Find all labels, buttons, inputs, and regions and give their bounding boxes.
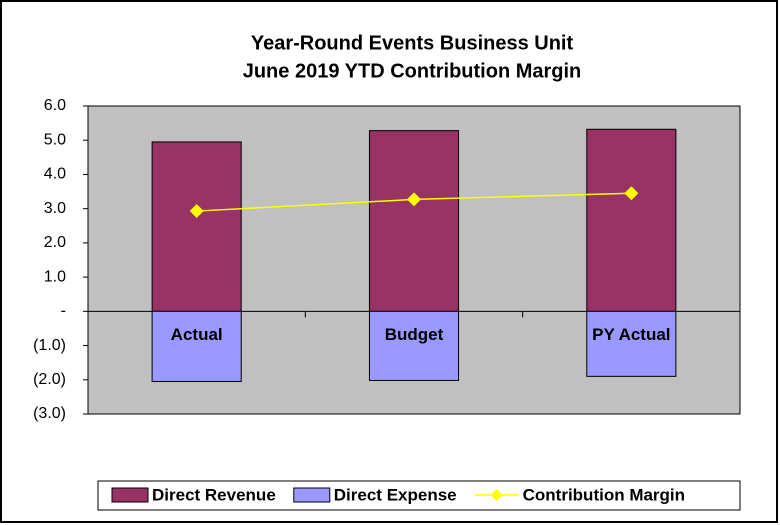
marker [189, 204, 204, 219]
legend-swatch [293, 487, 331, 503]
chart-title: Year-Round Events Business Unit [251, 32, 574, 54]
legend-label: Direct Expense [334, 485, 457, 504]
bar [586, 128, 677, 312]
bar [368, 130, 460, 312]
marker [624, 186, 639, 201]
bar [368, 310, 460, 381]
bar [151, 141, 242, 312]
legend-label: Contribution Margin [523, 485, 685, 504]
chart-subtitle: June 2019 YTD Contribution Margin [243, 60, 582, 82]
y-tick-label: 2.0 [44, 234, 66, 251]
x-tick-label: PY Actual [592, 325, 670, 344]
y-tick-label: 1.0 [44, 268, 66, 285]
legend-box [97, 480, 741, 511]
y-tick-label: (1.0) [33, 337, 66, 354]
y-tick-label: 4.0 [44, 166, 66, 183]
y-tick-label: 6.0 [44, 97, 66, 114]
y-tick-label: (3.0) [33, 405, 66, 422]
bar [151, 310, 242, 382]
legend-label: Direct Revenue [152, 485, 276, 504]
y-tick-label: 3.0 [44, 200, 66, 217]
x-tick-label: Actual [171, 325, 223, 344]
marker [407, 192, 421, 207]
y-tick-label: 5.0 [44, 131, 66, 148]
legend-marker [490, 489, 503, 501]
bar [586, 310, 677, 377]
legend-swatch [111, 487, 149, 503]
x-tick-label: Budget [385, 325, 444, 344]
y-tick-label: (2.0) [33, 371, 66, 388]
y-tick-label: - [61, 303, 66, 320]
